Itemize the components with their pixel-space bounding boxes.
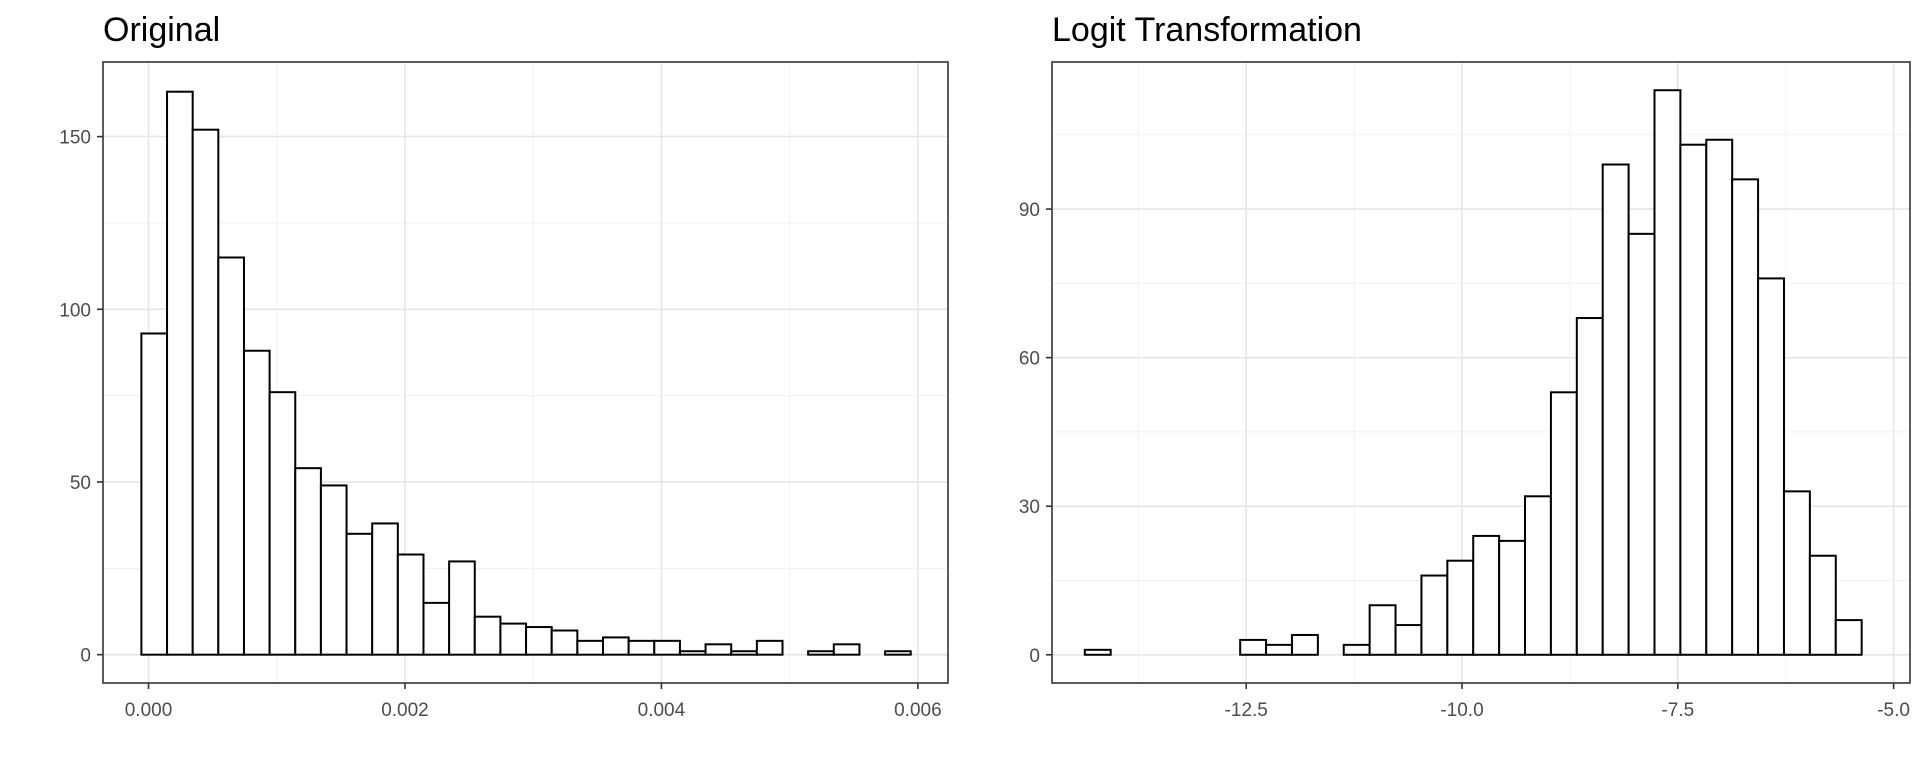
histogram-bar [140, 332, 169, 656]
y-tick-label: 90 [1019, 200, 1040, 221]
histogram-bar [1472, 534, 1501, 656]
histogram-bar [832, 643, 861, 656]
histogram-bar [1549, 391, 1578, 656]
panel-border [1051, 61, 1911, 684]
y-tick-label: 100 [59, 300, 91, 321]
x-tick-label: 0.004 [638, 700, 686, 721]
histogram-bar [396, 553, 425, 656]
histogram-bar [704, 643, 733, 656]
histogram-bar [1757, 277, 1785, 656]
histogram-bar [1705, 138, 1734, 656]
y-tick-label: 0 [1029, 646, 1040, 667]
panel-border [102, 61, 949, 684]
histogram-bar [1627, 232, 1656, 656]
histogram-bar [345, 532, 374, 656]
histogram-bar [499, 622, 528, 656]
histogram-bar [755, 639, 784, 656]
x-tick-label: -7.5 [1661, 700, 1694, 721]
histogram-bar [1524, 495, 1552, 656]
histogram-bar [191, 128, 220, 656]
histogram-bar [1265, 643, 1293, 656]
chart-panel-1: Original 0.000 0.002 0.004 0.006 0 50 100 150 [59, 11, 949, 721]
chart-title: Logit Transformation [1052, 11, 1362, 49]
histogram-bar [1342, 643, 1371, 656]
histogram-bar [1290, 633, 1319, 656]
histogram-bar [1368, 604, 1397, 656]
x-tick-label: 0.000 [125, 700, 173, 721]
histogram-bar [1808, 554, 1837, 656]
histogram-bar [294, 467, 322, 656]
histogram-bar [627, 639, 656, 656]
histogram-bar [217, 256, 245, 656]
y-tick-label: 50 [70, 473, 91, 494]
histogram-bar [678, 650, 707, 656]
x-tick-label: -12.5 [1225, 700, 1268, 721]
histogram-bar [1083, 648, 1112, 656]
histogram-bar [1446, 559, 1475, 656]
histogram-bar [525, 626, 553, 656]
histogram-bar [1394, 624, 1423, 656]
chart-panel-2: Logit Transformation -12.5 -10.0 -7.5 -5.0 0 3… [1019, 11, 1911, 721]
y-tick-label: 150 [59, 128, 91, 149]
histogram-bar [371, 522, 399, 656]
histogram-bar [1679, 143, 1708, 656]
histogram-bar [653, 639, 681, 656]
y-tick-label: 30 [1019, 497, 1040, 518]
x-tick-label: 0.002 [381, 700, 429, 721]
histogram-bar [1498, 539, 1527, 656]
histogram-bar [884, 650, 912, 656]
histogram-bar [550, 629, 579, 656]
histogram-bar [242, 349, 271, 656]
histogram-bar [807, 650, 835, 656]
x-tick-label: 0.006 [894, 700, 942, 721]
histogram-bar [1420, 574, 1449, 656]
histogram-bar [448, 560, 476, 656]
histogram-bar [268, 391, 297, 656]
histogram-bar [319, 484, 348, 656]
histogram-bar [730, 650, 758, 656]
histogram-bar [1782, 490, 1811, 656]
histogram-bar [1239, 638, 1268, 656]
x-tick-label: -10.0 [1440, 700, 1483, 721]
histogram-bar [473, 615, 502, 656]
x-tick-label: -5.0 [1877, 700, 1910, 721]
histogram-bar [576, 639, 604, 656]
histogram-bar [1834, 619, 1863, 656]
histogram-bar [1731, 178, 1760, 656]
histogram-bar [166, 90, 194, 656]
y-tick-label: 60 [1019, 349, 1040, 370]
histogram-bar [422, 601, 451, 656]
histogram-bar [1575, 317, 1604, 656]
chart-title: Original [103, 11, 220, 49]
histogram-bar [601, 636, 630, 656]
histogram-bar [1653, 89, 1682, 656]
y-tick-label: 0 [80, 646, 91, 667]
histogram-bar [1601, 163, 1630, 656]
